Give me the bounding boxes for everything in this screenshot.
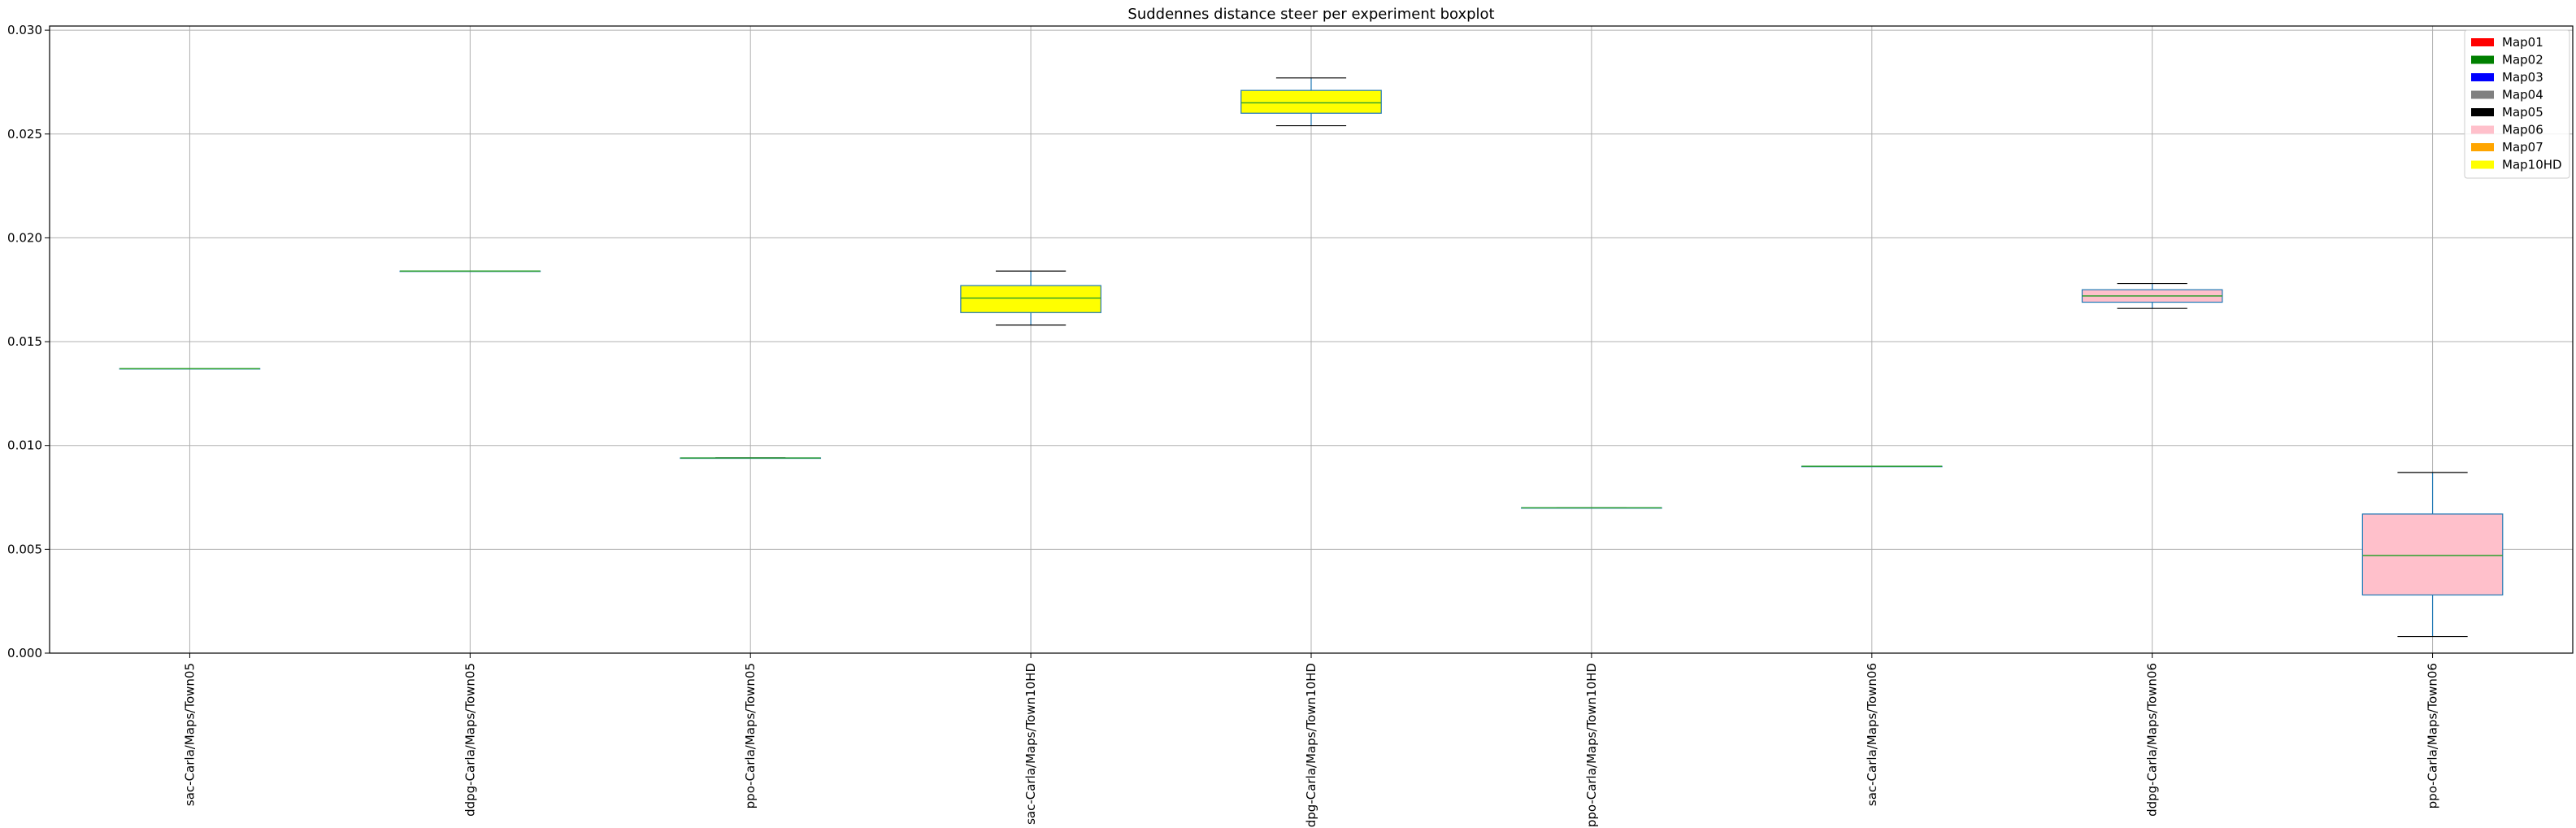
x-tick-label: ppo-Carla/Maps/Town06 [2426,663,2440,808]
legend-label: Map05 [2502,105,2543,120]
box-0 [119,368,261,370]
legend-swatch [2471,143,2494,151]
legend-label: Map07 [2502,140,2543,155]
legend-label: Map01 [2502,35,2543,50]
legend-swatch [2471,73,2494,81]
legend: Map01 Map02 Map03 Map04 Map05 Map06 Map07 Map10… [2464,29,2570,179]
x-tick-label: ddpg-Carla/Maps/Town06 [2145,663,2160,817]
box-8 [2361,472,2504,638]
y-tick-label: 0.000 [7,646,42,660]
legend-swatch [2471,108,2494,116]
x-tick-label: ddpg-Carla/Maps/Town05 [463,663,477,817]
legend-swatch [2471,90,2494,99]
boxes-layer [119,77,2504,638]
legend-frame [2464,29,2570,179]
y-tick-label: 0.005 [7,542,42,556]
y-tick-label: 0.015 [7,334,42,349]
y-axis: 0.000 0.005 0.010 0.015 0.020 0.025 0.030 [7,23,50,660]
box-3 [960,270,1101,326]
legend-swatch [2471,160,2494,169]
x-tick-label: ddpg-Carla/Maps/Town10HD [1304,663,1318,828]
y-tick-label: 0.020 [7,230,42,245]
legend-label: Map04 [2502,88,2543,102]
x-tick-label: sac-Carla/Maps/Town10HD [1023,663,1038,825]
x-axis: sac-Carla/Maps/Town05 ddpg-Carla/Maps/Tow… [182,653,2440,828]
box-7 [2081,282,2223,309]
legend-label: Map06 [2502,123,2543,137]
box-4 [1240,77,1382,127]
x-tick-label: ppo-Carla/Maps/Town05 [743,663,758,808]
y-tick-label: 0.025 [7,127,42,142]
x-tick-label: sac-Carla/Maps/Town06 [1865,663,1879,806]
iqr-box [960,285,1101,313]
legend-swatch [2471,38,2494,46]
legend-label: Map03 [2502,70,2543,85]
x-tick-label: ppo-Carla/Maps/Town10HD [1584,663,1599,827]
box-2 [680,457,822,460]
y-tick-label: 0.010 [7,438,42,453]
grid-layer [50,26,2573,654]
y-tick-label: 0.030 [7,23,42,37]
chart-title: Suddennes distance steer per experiment … [1127,6,1494,23]
legend-swatch [2471,125,2494,134]
legend-swatch [2471,55,2494,64]
iqr-box [2361,513,2504,596]
box-1 [399,270,541,272]
box-6 [1801,465,1943,468]
legend-label: Map10HD [2502,158,2562,172]
iqr-box [1240,89,1382,114]
x-tick-label: sac-Carla/Maps/Town05 [182,663,197,806]
legend-label: Map02 [2502,53,2543,68]
